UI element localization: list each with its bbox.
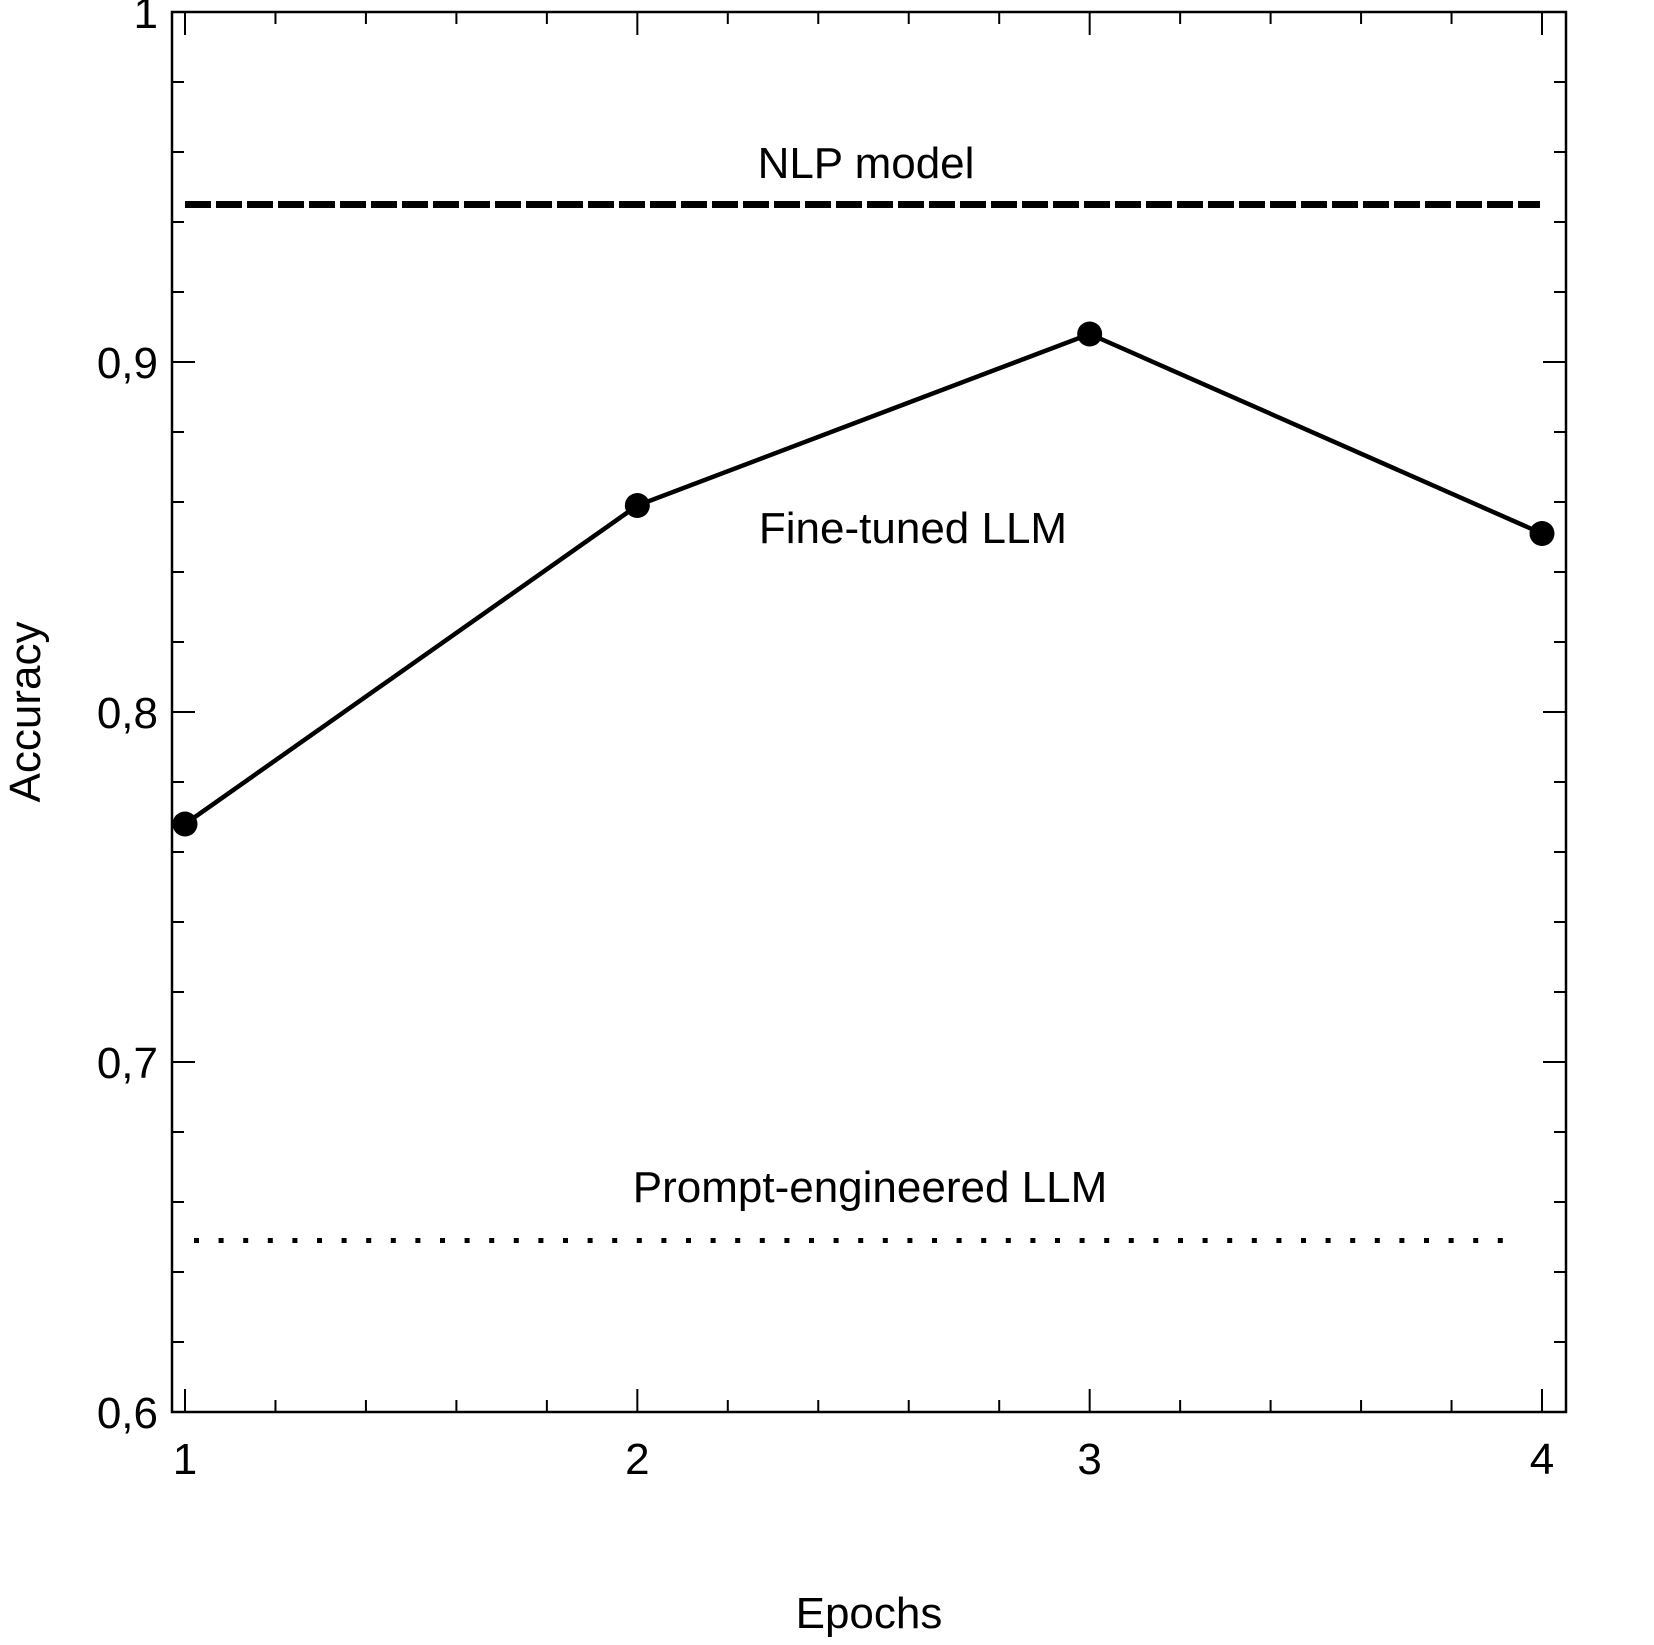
y-tick-label: 0,6 <box>97 1389 158 1438</box>
annotation-nlp-model: NLP model <box>758 139 975 188</box>
y-axis-tick-labels: 0,6 0,7 0,8 0,9 1 <box>97 0 158 1438</box>
y-tick-label: 1 <box>134 0 158 38</box>
annotation-fine-tuned-llm: Fine-tuned LLM <box>759 504 1067 553</box>
x-axis-title: Epochs <box>796 1589 943 1638</box>
fine-tuned-llm-marker <box>172 811 198 837</box>
x-tick-label: 1 <box>173 1435 197 1484</box>
y-tick-label: 0,8 <box>97 689 158 738</box>
x-axis-tick-labels: 1 2 3 4 <box>173 1435 1554 1484</box>
fine-tuned-llm-marker <box>1077 321 1103 347</box>
axis-ticks <box>172 11 1566 1413</box>
x-tick-label: 4 <box>1530 1435 1554 1484</box>
x-tick-label: 2 <box>625 1435 649 1484</box>
y-tick-label: 0,7 <box>97 1039 158 1088</box>
fine-tuned-llm-marker <box>1529 521 1555 546</box>
plot-frame <box>170 10 1568 1414</box>
y-axis-title: Accuracy <box>1 622 50 803</box>
x-tick-label: 3 <box>1077 1435 1101 1484</box>
series-fine-tuned-llm-line <box>183 331 1543 826</box>
fine-tuned-llm-marker <box>624 493 650 518</box>
y-tick-label: 0,9 <box>97 339 158 388</box>
series-layer <box>172 201 1555 1243</box>
annotation-prompt-engineered-llm: Prompt-engineered LLM <box>633 1163 1107 1212</box>
